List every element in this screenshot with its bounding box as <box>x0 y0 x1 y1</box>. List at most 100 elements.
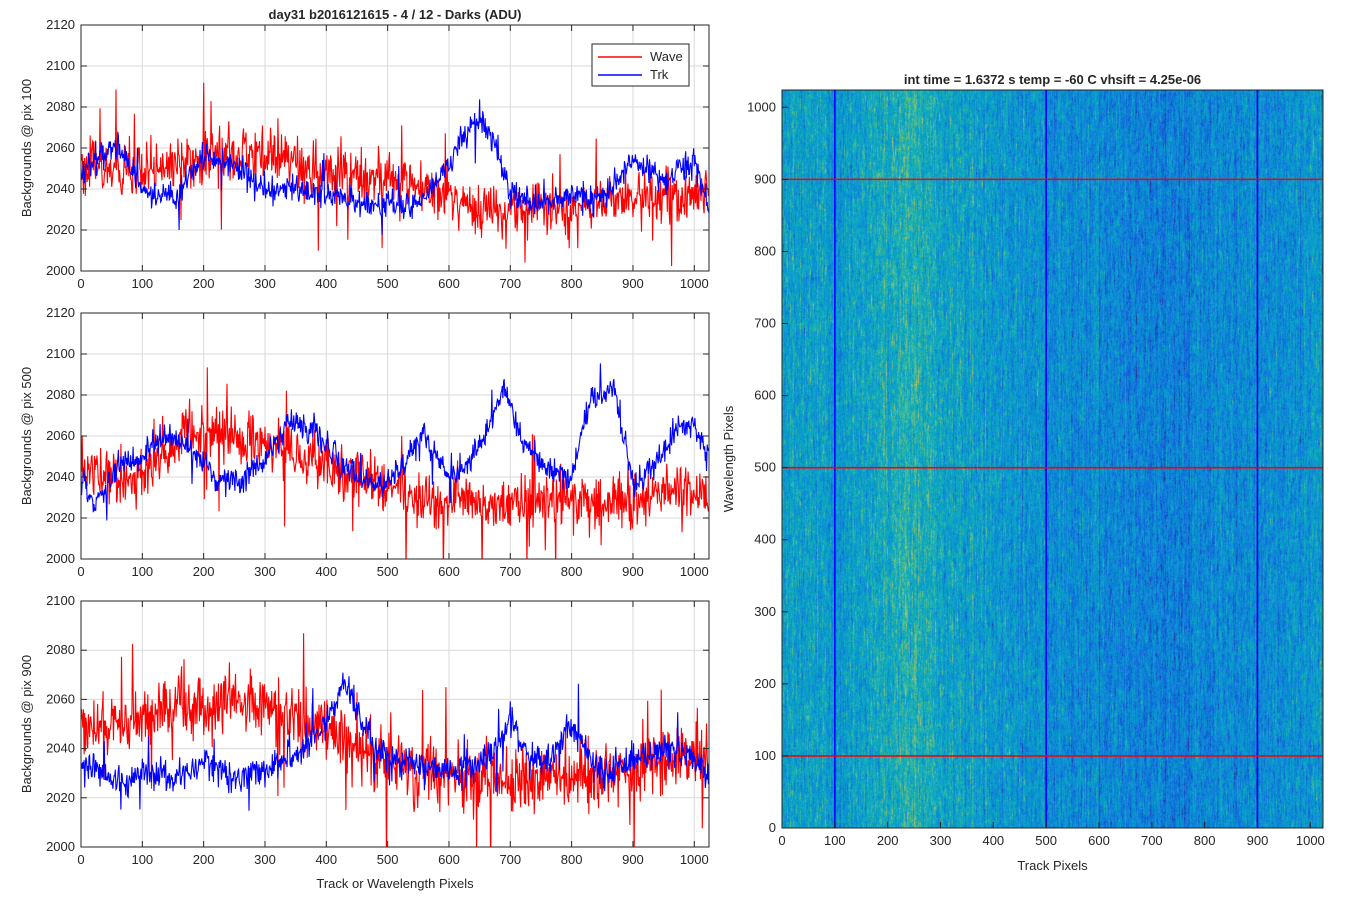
chart-panel-top-left: 0 100 200 300 400 500 600 700 800 900 1000 2000 2020… <box>19 7 710 291</box>
x-tick-label: 500 <box>377 564 399 579</box>
x-tick-label: 700 <box>499 276 521 291</box>
heatmap-frame <box>781 89 1324 829</box>
x-tick-label: 500 <box>377 276 399 291</box>
x-tick-label: 800 <box>561 852 583 867</box>
y-tick-label: 2000 <box>46 839 75 854</box>
y-tick-label: 2120 <box>46 305 75 320</box>
series-line-wave <box>81 367 709 559</box>
y-tick-label: 2080 <box>46 99 75 114</box>
heatmap-annotations: 0 100 200 300 400 500 600 700 800 900 1000 0 100 200 3… <box>721 72 1325 873</box>
y-tick-label: 2020 <box>46 510 75 525</box>
series-line-wave <box>81 82 709 267</box>
x-tick-label: 400 <box>982 833 1004 848</box>
series-line-trk <box>81 672 709 811</box>
x-tick-label: 900 <box>1247 833 1269 848</box>
x-tick-label: 500 <box>377 852 399 867</box>
y-axis-label: Wavelength Pixels <box>721 405 736 512</box>
x-tick-label: 100 <box>131 852 153 867</box>
y-tick-label: 2060 <box>46 691 75 706</box>
y-tick-label: 800 <box>754 243 776 258</box>
chart-title: day31 b2016121615 - 4 / 12 - Darks (ADU) <box>269 7 522 22</box>
y-axis-label: Backgrounds @ pix 100 <box>19 79 34 217</box>
y-tick-label: 2100 <box>46 58 75 73</box>
y-tick-label: 2060 <box>46 140 75 155</box>
y-tick-label: 2020 <box>46 222 75 237</box>
x-tick-label: 200 <box>193 276 215 291</box>
y-tick-label: 2080 <box>46 642 75 657</box>
x-tick-label: 900 <box>622 276 644 291</box>
x-tick-label: 100 <box>131 564 153 579</box>
y-tick-label: 0 <box>769 820 776 835</box>
x-tick-label: 800 <box>561 276 583 291</box>
y-tick-label: 2000 <box>46 551 75 566</box>
y-tick-label: 600 <box>754 388 776 403</box>
x-tick-label: 1000 <box>1296 833 1325 848</box>
legend: Wave Trk <box>591 43 690 87</box>
x-axis-label: Track Pixels <box>1017 858 1088 873</box>
y-tick-label: 400 <box>754 532 776 547</box>
x-tick-label: 600 <box>438 852 460 867</box>
x-tick-label: 700 <box>1141 833 1163 848</box>
y-tick-label: 900 <box>754 171 776 186</box>
x-tick-label: 100 <box>131 276 153 291</box>
x-tick-label: 700 <box>499 564 521 579</box>
x-tick-label: 600 <box>1088 833 1110 848</box>
x-tick-label: 500 <box>1035 833 1057 848</box>
x-tick-label: 800 <box>561 564 583 579</box>
y-tick-label: 2020 <box>46 790 75 805</box>
legend-label-trk: Trk <box>650 67 669 82</box>
y-tick-label: 500 <box>754 460 776 475</box>
x-tick-label: 200 <box>193 852 215 867</box>
y-tick-label: 200 <box>754 676 776 691</box>
x-tick-label: 400 <box>315 276 337 291</box>
y-axis-label: Backgrounds @ pix 500 <box>19 367 34 505</box>
x-tick-label: 600 <box>438 276 460 291</box>
heatmap-image <box>782 90 1323 828</box>
legend-label-wave: Wave <box>650 49 683 64</box>
x-tick-label: 900 <box>622 564 644 579</box>
y-tick-label: 2040 <box>46 181 75 196</box>
x-tick-label: 0 <box>77 276 84 291</box>
y-tick-label: 1000 <box>747 99 776 114</box>
x-tick-label: 300 <box>930 833 952 848</box>
y-tick-label: 2080 <box>46 387 75 402</box>
x-tick-label: 1000 <box>680 276 709 291</box>
x-tick-label: 1000 <box>680 564 709 579</box>
y-tick-label: 2100 <box>46 346 75 361</box>
x-tick-label: 900 <box>622 852 644 867</box>
x-tick-label: 700 <box>499 852 521 867</box>
chart-panel-bottom-left: 0 100 200 300 400 500 600 700 800 900 1000 2000 2020… <box>19 593 710 891</box>
x-tick-label: 300 <box>254 852 276 867</box>
x-tick-label: 800 <box>1194 833 1216 848</box>
y-tick-label: 100 <box>754 748 776 763</box>
y-axis-label: Backgrounds @ pix 900 <box>19 655 34 793</box>
legend-box <box>591 43 690 87</box>
y-tick-label: 2000 <box>46 263 75 278</box>
chart-panel-middle-left: 0 100 200 300 400 500 600 700 800 900 1000 2000 2020… <box>19 305 710 579</box>
y-tick-label: 2120 <box>46 17 75 32</box>
y-tick-label: 2040 <box>46 741 75 756</box>
y-tick-label: 300 <box>754 604 776 619</box>
plot-frame <box>80 600 710 848</box>
chart-title: int time = 1.6372 s temp = -60 C vhsift … <box>904 72 1201 87</box>
x-tick-label: 200 <box>877 833 899 848</box>
x-tick-label: 0 <box>77 564 84 579</box>
x-tick-label: 400 <box>315 852 337 867</box>
x-tick-label: 300 <box>254 276 276 291</box>
x-tick-label: 0 <box>77 852 84 867</box>
x-tick-label: 100 <box>824 833 846 848</box>
series-line-trk <box>81 99 709 235</box>
y-tick-label: 2040 <box>46 469 75 484</box>
x-axis-label: Track or Wavelength Pixels <box>316 876 474 891</box>
x-tick-label: 1000 <box>680 852 709 867</box>
x-tick-label: 0 <box>778 833 785 848</box>
x-tick-label: 300 <box>254 564 276 579</box>
y-tick-label: 700 <box>754 316 776 331</box>
y-tick-label: 2060 <box>46 428 75 443</box>
x-tick-label: 400 <box>315 564 337 579</box>
x-tick-label: 600 <box>438 564 460 579</box>
y-tick-label: 2100 <box>46 593 75 608</box>
series-line-trk <box>81 363 709 521</box>
